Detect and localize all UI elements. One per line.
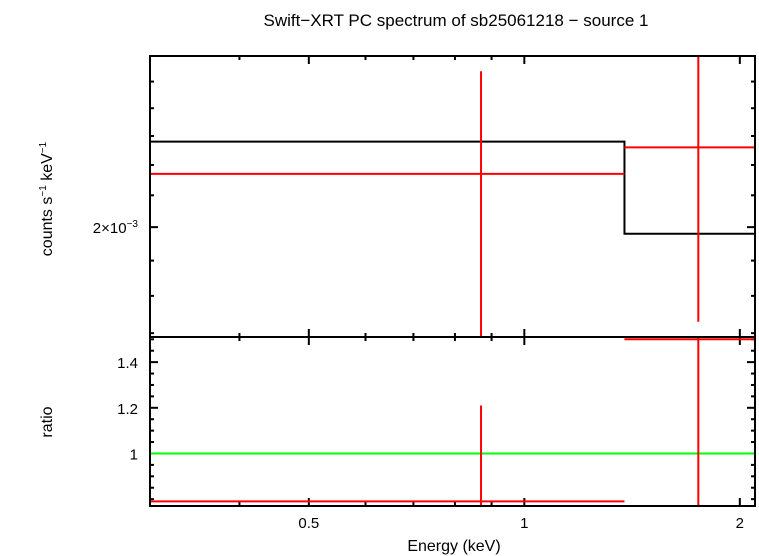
model-step-line: [150, 140, 755, 235]
x-tick-label: 2: [736, 515, 744, 532]
ratio-frame: [149, 336, 756, 507]
ratio-panel: 1 1.2 1.4 0.5 1 2: [117, 336, 756, 532]
x-axis-label: Energy (keV): [407, 538, 500, 555]
x-tick-label: 1: [520, 515, 528, 532]
spectrum-frame: [149, 55, 756, 338]
y-tick-label: 2×10−3: [93, 219, 139, 237]
ratio-y-axis-label: ratio: [39, 406, 56, 437]
chart-title: Swift−XRT PC spectrum of sb25061218 − so…: [264, 11, 649, 30]
spectrum-panel: 2×10−3: [93, 55, 756, 338]
y-tick-label: 1: [130, 446, 138, 463]
y-tick-label: 1.2: [117, 401, 138, 418]
spectrum-y-axis-label: counts s−1 keV−1: [38, 141, 56, 256]
x-tick-label: 0.5: [298, 515, 319, 532]
y-tick-label: 1.4: [117, 355, 138, 372]
